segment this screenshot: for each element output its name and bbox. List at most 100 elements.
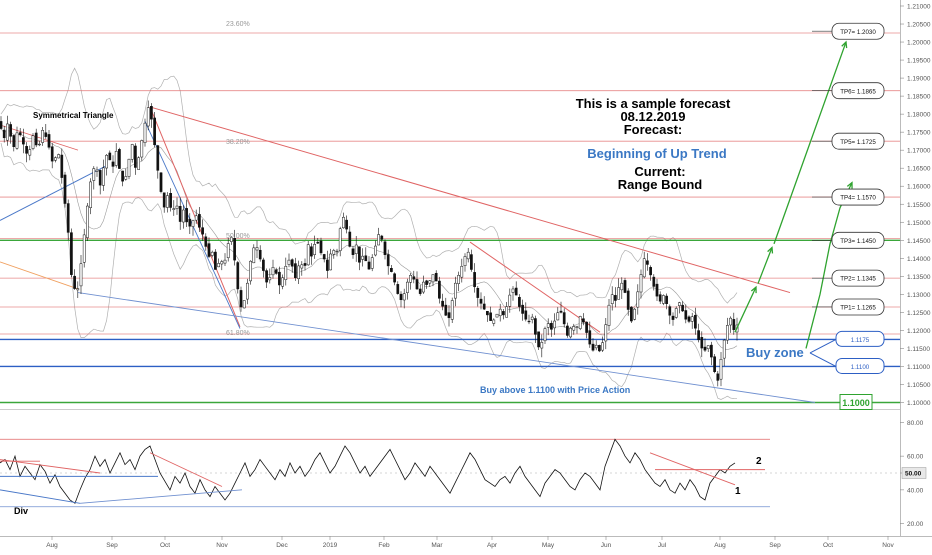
candle-body [591,343,595,351]
candle-body [111,161,115,167]
bollinger-bands [0,67,738,400]
candle-body [169,193,172,208]
candle-body [508,294,512,307]
osc-blue-line-3 [79,489,243,504]
candle-body [556,312,560,321]
candle-body [214,251,217,270]
candle-body [674,308,678,318]
price-tick-label: 1.13500 [907,274,931,281]
osc-blue-line-2 [0,489,81,504]
candle-body [242,300,246,309]
candle-body [623,280,627,293]
target-label-6: TP2= 1.1345 [840,276,876,283]
target-box-frame [831,298,885,316]
price-tick-label: 1.17000 [907,148,931,155]
candle-body [79,263,83,287]
candle-body [54,157,57,161]
candle-body [178,206,182,222]
candle-body [201,227,204,235]
candle-body [438,280,441,299]
candle-body [646,260,649,265]
buy-zone-label: Buy zone [746,345,804,360]
candle-body [479,298,483,304]
price-tick-label: 1.12500 [907,310,931,317]
osc-red-line-3 [149,452,223,487]
price-tick-label: 1.11000 [907,364,930,371]
horizontal-levels [0,32,900,404]
trendline-orange [0,261,79,290]
candle-body [108,152,112,161]
zone-label-2: 1.1100 [851,364,870,371]
oscillator-panel [0,438,900,508]
candle-body [262,259,265,271]
candle-body [351,248,355,255]
candle-body [658,294,662,302]
candle-body [700,337,704,349]
candle-body [614,295,617,301]
candle-body [396,284,400,294]
candle-body [217,263,220,268]
level-1.1000-box: 1.1000 [839,394,873,410]
candle-body [502,311,505,316]
annotation-text: This is a sample forecast 08.12.2019 For… [14,21,804,516]
time-tick-label: 2019 [323,542,338,549]
arrow-tp1-head [750,285,757,294]
candle-body [175,205,179,209]
band-upper [0,67,738,304]
candle-body [249,260,252,282]
candle-body [703,346,707,351]
candle-body [518,296,521,307]
candle-body [127,158,131,177]
candle-body [690,316,694,322]
time-tick-label: Feb [378,542,390,549]
candle-body [390,268,393,272]
osc-label-2: 2 [756,456,762,467]
time-tick-label: Jul [658,542,667,549]
candle-body [332,250,336,255]
candle-body [246,282,249,300]
candle-body [185,208,188,223]
target-label-2: TP6= 1.1865 [840,88,876,95]
candle-body [278,271,281,286]
candle-body [191,220,195,227]
target-box-7: TP1= 1.1265 [831,298,885,316]
candle-body [726,325,729,341]
candle-body [578,316,582,329]
candle-body [255,247,259,251]
pattern-label: Symmetrical Triangle [33,111,114,120]
candle-body [447,312,451,319]
target-box-1: TP7= 1.2030 [831,22,885,40]
price-tick-label: 1.11500 [907,346,930,353]
candle-body [697,330,700,341]
zone-label-1: 1.1175 [851,337,870,344]
price-tick-label: 1.19500 [907,58,931,65]
candle-body [687,316,691,322]
target-boxes: TP7= 1.2030 TP6= 1.1865 TP5= 1.1725 TP4= 1.… [809,22,885,410]
level-box-frame [839,394,873,410]
candle-body [370,257,374,269]
osc-tick-label: 80.00 [907,420,924,427]
candle-body [121,170,124,182]
fib-label-50: 50.00% [226,233,250,240]
candle-body [665,295,668,304]
forecast-title-line-2: 08.12.2019 [620,109,685,124]
candle-body [63,174,67,204]
candle-body [194,215,198,221]
target-box-frame [831,188,885,206]
time-tick-label: Oct [160,542,170,549]
price-tick-label: 1.16000 [907,184,931,191]
candle-body [223,259,227,264]
candle-body [89,181,92,208]
candle-body [713,356,716,372]
target-label-5: TP3= 1.1450 [840,238,876,245]
candle-body [527,320,531,323]
candle-body [610,294,614,304]
candle-body [226,243,230,259]
candle-body [383,241,387,255]
candle-body [639,274,643,293]
candle-body [34,132,38,146]
candle-body [354,244,358,254]
target-box-frame [831,132,885,150]
candle-body [153,117,156,146]
